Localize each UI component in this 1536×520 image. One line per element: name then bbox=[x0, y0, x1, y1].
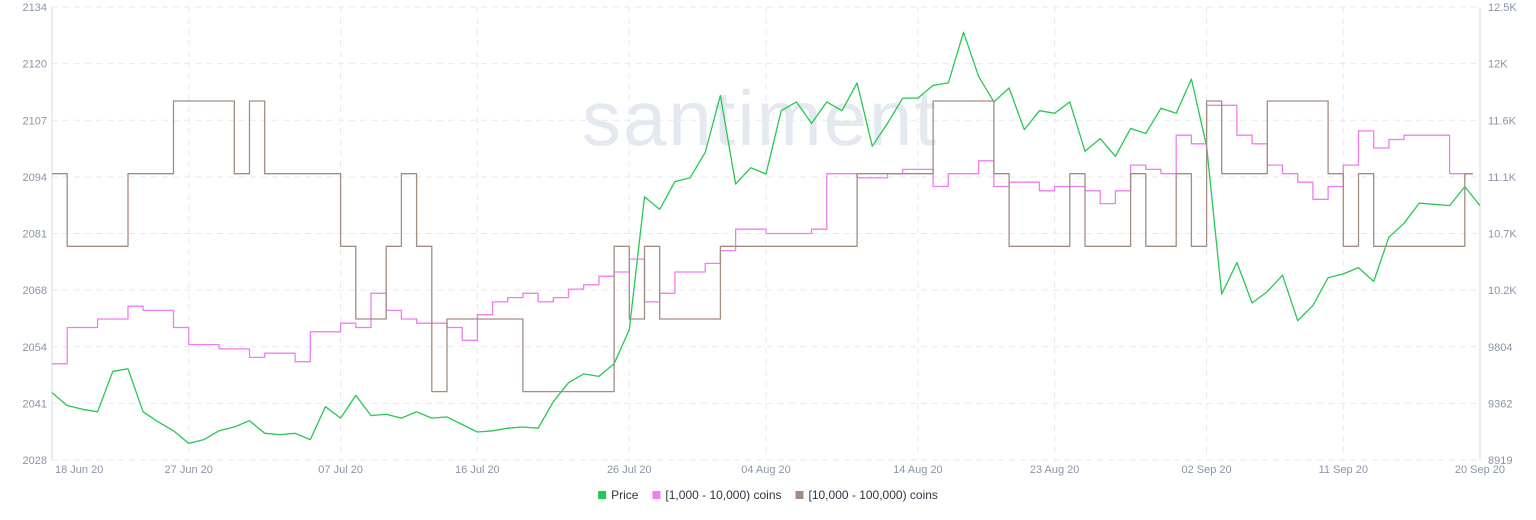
right-tick-label: 11.1K bbox=[1488, 172, 1517, 184]
x-tick-label: 14 Aug 20 bbox=[893, 464, 943, 476]
x-axis: 18 Jun 20 27 Jun 20 07 Jul 20 16 Jul 20 26 J… bbox=[55, 464, 1505, 476]
legend-swatch bbox=[795, 491, 804, 499]
x-tick-label: 27 Jun 20 bbox=[165, 464, 213, 476]
right-tick-label: 9804 bbox=[1488, 342, 1512, 354]
x-tick-label: 07 Jul 20 bbox=[318, 464, 363, 476]
x-tick-label: 20 Sep 20 bbox=[1455, 464, 1505, 476]
legend: Price [1,000 - 10,000) coins [10,000 - 100… bbox=[598, 488, 938, 502]
x-tick-label: 26 Jul 20 bbox=[607, 464, 652, 476]
series-line-price bbox=[51, 31, 1481, 445]
x-tick-label: 23 Aug 20 bbox=[1030, 464, 1080, 476]
right-tick-label: 12.5K bbox=[1488, 2, 1517, 14]
legend-swatch bbox=[652, 491, 661, 499]
x-tick-label: 11 Sep 20 bbox=[1319, 464, 1368, 476]
grid bbox=[52, 6, 1480, 461]
left-tick-label: 2120 bbox=[23, 59, 47, 71]
series-group bbox=[51, 31, 1481, 445]
left-tick-label: 2041 bbox=[23, 398, 47, 410]
left-tick-label: 2054 bbox=[23, 342, 47, 354]
right-tick-label: 10.7K bbox=[1488, 229, 1517, 241]
x-tick-label: 02 Sep 20 bbox=[1181, 464, 1231, 476]
left-tick-label: 2094 bbox=[23, 172, 47, 184]
x-tick-label: 04 Aug 20 bbox=[741, 464, 791, 476]
x-tick-label: 16 Jul 20 bbox=[455, 464, 500, 476]
right-tick-label: 10.2K bbox=[1488, 285, 1517, 297]
legend-label: Price bbox=[611, 488, 639, 502]
left-tick-label: 2028 bbox=[23, 455, 47, 467]
legend-label: [1,000 - 10,000) coins bbox=[665, 488, 781, 502]
x-tick-label: 18 Jun 20 bbox=[55, 464, 103, 476]
legend-label: [10,000 - 100,000) coins bbox=[809, 488, 938, 502]
series-line-10-000-100-000-coins bbox=[52, 100, 1473, 393]
left-tick-label: 2081 bbox=[23, 229, 47, 241]
right-tick-label: 11.6K bbox=[1488, 115, 1517, 127]
left-tick-label: 2134 bbox=[23, 2, 47, 14]
right-tick-label: 9362 bbox=[1488, 398, 1512, 410]
left-axis: 2134 2120 2107 2094 2081 2068 2054 2041 2028 bbox=[23, 2, 53, 467]
right-axis: 12.5K 12K 11.6K 11.1K 10.7K 10.2K 9804 9362 8919 bbox=[1479, 2, 1517, 467]
legend-swatch bbox=[598, 491, 607, 499]
watermark: santiment bbox=[582, 74, 938, 162]
right-tick-label: 8919 bbox=[1488, 455, 1512, 467]
left-tick-label: 2107 bbox=[23, 115, 47, 127]
left-tick-label: 2068 bbox=[23, 285, 47, 297]
right-tick-label: 12K bbox=[1488, 59, 1508, 71]
